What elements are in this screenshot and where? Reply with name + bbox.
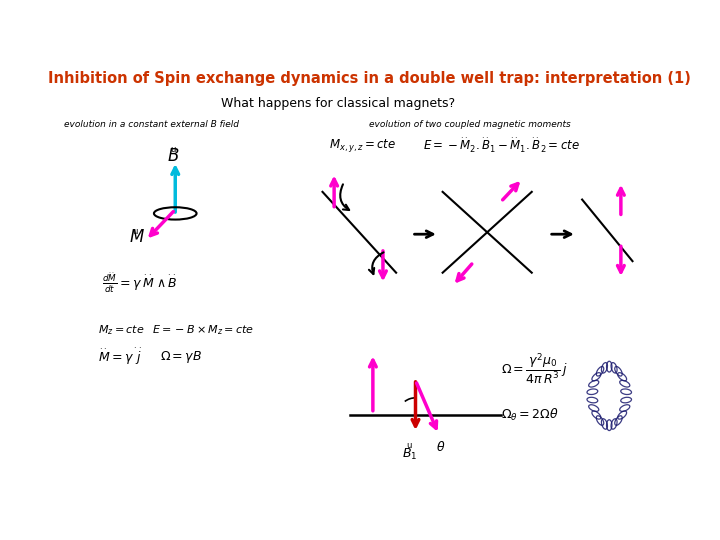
Text: $\theta$: $\theta$ — [436, 441, 445, 455]
Text: $\overset{..}{M} = \gamma\,\overset{..}{j}$: $\overset{..}{M} = \gamma\,\overset{..}{… — [98, 347, 142, 368]
Text: u: u — [407, 441, 412, 450]
Text: Inhibition of Spin exchange dynamics in a double well trap: interpretation (1): Inhibition of Spin exchange dynamics in … — [48, 71, 690, 86]
Text: $E = -\overset{..}{M}_2.\overset{..}{B}_1 - \overset{..}{M}_1.\overset{..}{B}_2 : $E = -\overset{..}{M}_2.\overset{..}{B}_… — [423, 137, 580, 154]
Text: u: u — [170, 145, 176, 154]
Text: u: u — [132, 227, 138, 235]
Text: $M$: $M$ — [129, 228, 145, 246]
Text: $E = -B\times M_z = cte$: $E = -B\times M_z = cte$ — [152, 323, 254, 338]
Text: $\frac{d\overset{..}{M}}{dt} = \gamma\;\overset{..}{M}\wedge\overset{..}{B}$: $\frac{d\overset{..}{M}}{dt} = \gamma\;\… — [102, 271, 177, 294]
Text: $\Omega_\theta = 2\Omega\theta$: $\Omega_\theta = 2\Omega\theta$ — [500, 407, 559, 423]
Text: evolution of two coupled magnetic moments: evolution of two coupled magnetic moment… — [369, 120, 571, 130]
Text: $M_z = cte$: $M_z = cte$ — [98, 323, 144, 338]
Text: What happens for classical magnets?: What happens for classical magnets? — [221, 97, 455, 110]
Text: $M_{x,y,z} = cte$: $M_{x,y,z} = cte$ — [329, 137, 396, 154]
Text: $\Omega = \gamma B$: $\Omega = \gamma B$ — [160, 349, 202, 366]
Text: $\Omega = \dfrac{\gamma^2\mu_0}{4\pi\,R^3}\,j$: $\Omega = \dfrac{\gamma^2\mu_0}{4\pi\,R^… — [500, 352, 567, 386]
Text: $B_1$: $B_1$ — [402, 447, 417, 462]
Text: evolution in a constant external B field: evolution in a constant external B field — [65, 120, 240, 130]
Text: $B$: $B$ — [167, 147, 179, 165]
Ellipse shape — [600, 381, 618, 410]
